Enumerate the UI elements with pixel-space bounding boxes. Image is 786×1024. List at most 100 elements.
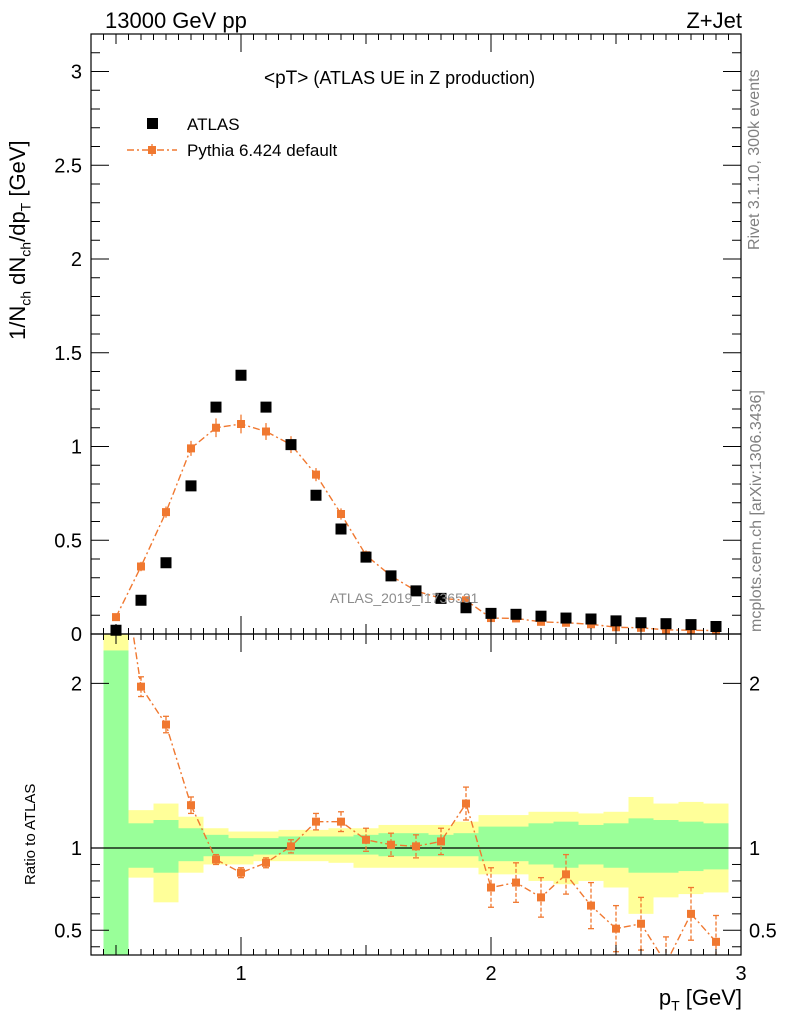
mc-point [462, 596, 470, 605]
ratio-mc-point [237, 868, 245, 877]
plot-title: <pT> (ATLAS UE in Z production) [264, 68, 535, 90]
mc-point [337, 510, 345, 518]
x-tick-label: 3 [735, 963, 746, 985]
data-point [285, 439, 297, 451]
band-inner-bin [228, 838, 254, 857]
band-inner-bin [503, 826, 529, 862]
ratio-mc-point [112, 515, 120, 523]
x-tick-label: 1 [235, 963, 246, 985]
y-tick-label: 3 [71, 62, 82, 84]
analysis-watermark: ATLAS_2019_I1736531 [330, 590, 479, 606]
ratio-mc-point [162, 720, 170, 729]
ratio-mc-point [287, 842, 295, 851]
mc-point [537, 617, 545, 626]
ratio-mc-point [462, 799, 470, 808]
y-tick-label: 2 [71, 249, 82, 271]
band-inner-bin [128, 823, 154, 868]
band-inner-bin [603, 823, 629, 868]
ratio-y-tick-label-right: 1 [749, 838, 760, 860]
band-inner-bin [628, 818, 654, 873]
plot-title-sub: (ATLAS UE in Z production) [313, 68, 536, 88]
data-point [335, 523, 347, 535]
band-inner-bin [528, 823, 554, 865]
y-axis-label-main: 1/Nch dNch/dpT [GeV] [5, 140, 34, 340]
data-point [435, 592, 447, 604]
legend-mc-label: Pythia 6.424 default [187, 141, 338, 160]
ratio-y-tick-label-right: 0.5 [749, 920, 777, 942]
data-point [460, 602, 472, 614]
ratio-mc-point [187, 801, 195, 810]
y-tick-label: 1 [71, 437, 82, 459]
ratio-mc-point [712, 937, 720, 946]
y-axis-label-ratio: Ratio to ATLAS [22, 783, 39, 885]
legend-data-marker [147, 118, 158, 129]
ratio-mc-point [262, 858, 270, 867]
band-inner-bin [253, 838, 279, 855]
y-tick-label: 0 [71, 624, 82, 646]
ratio-mc-point [387, 840, 395, 849]
energy-label: 13000 GeV pp [105, 8, 247, 33]
data-point [660, 618, 672, 630]
mc-point [137, 562, 145, 571]
band-inner-bin [678, 821, 704, 872]
data-point [635, 617, 647, 629]
y-tick-label: 2.5 [54, 155, 82, 177]
ratio-mc-point [487, 883, 495, 892]
ratio-mc-point [562, 870, 570, 879]
mc-point [112, 613, 120, 622]
main-data-series [110, 369, 722, 636]
band-inner-bin [428, 834, 454, 857]
legend-mc-marker [148, 146, 156, 154]
data-point [585, 613, 597, 625]
ratio-y-tick-label-left: 1 [71, 838, 82, 860]
band-inner-bin [178, 828, 204, 862]
mc-point [237, 420, 245, 428]
ratio-error-bands [103, 634, 729, 955]
band-inner-bin [203, 834, 229, 857]
data-point [135, 594, 147, 606]
data-point [510, 608, 522, 620]
data-point [560, 612, 572, 624]
data-point [535, 610, 547, 622]
ratio-mc-point [512, 878, 520, 887]
ratio-mc-point [587, 901, 595, 910]
mc-point [312, 470, 320, 479]
ratio-mc-series [112, 515, 720, 967]
mc-point [162, 508, 170, 517]
x-tick-label: 2 [485, 963, 496, 985]
ratio-y-tick-label-left: 0.5 [54, 920, 82, 942]
ratio-mc-point [612, 924, 620, 933]
ratio-mc-point [312, 817, 320, 826]
band-inner-bin [578, 824, 604, 865]
ratio-mc-point [662, 959, 670, 967]
ratio-mc-point [687, 909, 695, 918]
source-label: mcplots.cern.ch [arXiv:1306.3436] [748, 390, 765, 632]
mc-point [262, 427, 270, 436]
band-inner-bin [103, 650, 129, 955]
mc-point [187, 444, 195, 453]
band-inner-bin [703, 823, 729, 870]
legend: ATLAS Pythia 6.424 default [127, 115, 338, 160]
band-inner-bin [328, 836, 354, 855]
data-point [485, 607, 497, 619]
data-point [685, 619, 697, 631]
y-tick-label: 1.5 [54, 343, 82, 365]
ratio-mc-point [637, 919, 645, 928]
data-point [410, 585, 422, 597]
ratio-mc-point [137, 682, 145, 691]
band-inner-bin [153, 820, 179, 873]
data-point [235, 369, 247, 381]
mc-point [212, 423, 220, 432]
data-point [385, 570, 397, 582]
ratio-mc-point [212, 855, 220, 864]
data-point [360, 551, 372, 563]
ratio-y-tick-label-right: 2 [749, 673, 760, 695]
process-label: Z+Jet [686, 8, 742, 33]
ratio-y-tick-label-left: 2 [71, 673, 82, 695]
plot-title-main: <pT> [264, 68, 309, 89]
ratio-mc-point [537, 893, 545, 902]
data-point [710, 621, 722, 632]
x-axis-label: pT [GeV] [658, 985, 742, 1014]
ratio-mc-point [412, 842, 420, 851]
